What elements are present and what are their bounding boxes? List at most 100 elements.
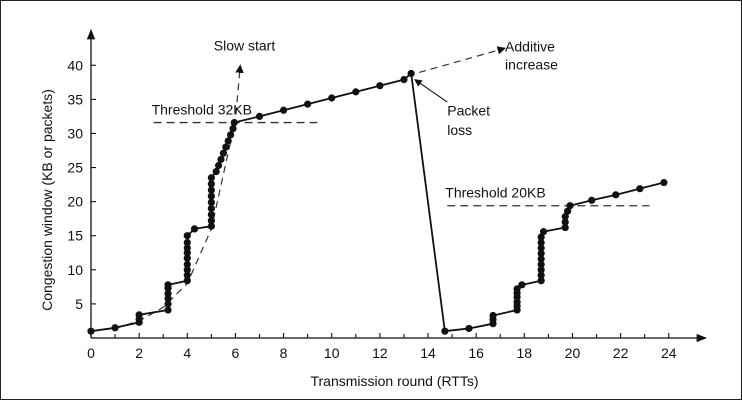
data-point [207,217,215,225]
data-point [255,112,264,121]
threshold-label: Threshold 20KB [445,185,545,201]
data-point [183,266,191,274]
data-point [352,88,360,96]
data-point [539,228,548,236]
data-point [564,207,572,215]
x-ticks: 0 2 4 6 8 10 12 14 16 18 20 22 24 [87,333,677,361]
data-point [537,266,545,274]
data-point [111,324,119,332]
data-point [214,161,223,170]
data-point [636,185,644,193]
x-tick-label: 22 [613,345,629,361]
data-point [230,118,238,127]
increase-annotation: increase [505,56,558,72]
slow-start-annotation: Slow start [214,37,276,53]
data-point [190,225,199,233]
annotations: Slow start Additive increase Packet loss [214,37,558,138]
data-point [207,180,215,188]
data-point [207,174,215,182]
y-tick-label: 15 [67,228,83,244]
data-point [207,204,215,213]
additive-annotation: Additive [505,39,555,55]
data-point [328,94,336,102]
data-point [183,254,191,262]
y-tick-label: 35 [67,91,83,107]
y-tick-label: 30 [67,125,83,141]
data-point [183,232,191,240]
data-point [207,222,215,230]
data-point [164,290,172,298]
axes [86,28,708,343]
data-point [183,260,191,268]
data-point [224,137,232,145]
data-point [441,327,449,335]
data-point [207,186,215,194]
x-axis-label: Transmission round (RTTs) [310,373,478,389]
packet-annotation: Packet [447,103,490,119]
data-point [518,281,526,289]
data-point [537,233,545,241]
data-point [183,271,191,279]
data-points [87,69,668,335]
loss-annotation: loss [447,122,472,138]
data-point [561,218,569,226]
x-tick-label: 24 [661,345,677,361]
data-point [183,244,191,252]
data-point [217,155,225,163]
y-tick-label: 20 [67,194,83,210]
y-tick-label: 25 [67,160,83,176]
data-point [537,255,545,263]
data-point [164,300,172,308]
data-point [207,192,215,200]
data-point [537,244,545,252]
x-tick-label: 6 [232,345,240,361]
data-point [537,249,545,258]
x-tick-label: 14 [420,345,436,361]
data-point [561,223,569,232]
x-tick-label: 16 [468,345,484,361]
x-tick-label: 4 [183,345,191,361]
y-tick-label: 40 [67,57,83,73]
data-point [537,277,545,285]
x-tick-label: 2 [135,345,143,361]
packet-loss-arrow [414,79,448,103]
data-point [87,327,95,335]
data-point [537,271,545,279]
data-point [183,277,191,285]
additive-increase-arrow [419,46,506,74]
y-tick-label: 10 [67,262,83,278]
data-point [612,191,620,199]
data-point [164,281,172,289]
data-point [212,168,220,176]
y-ticks: 5 10 15 20 25 30 35 40 [67,57,96,312]
data-point [229,125,237,133]
x-tick-label: 10 [324,345,340,361]
data-point [566,202,574,210]
data-point [376,82,384,90]
data-point [207,210,215,219]
threshold-label: Threshold 32KB [152,102,252,118]
data-point [279,106,288,114]
data-point [465,324,473,333]
data-point [588,196,596,204]
data-point [489,311,497,320]
data-point [219,149,227,157]
data-point [561,213,569,221]
data-point [304,100,312,108]
y-axis-label: Congestion window (KB or packets) [39,89,55,311]
data-point [222,143,230,151]
x-tick-label: 18 [517,345,533,361]
data-point [660,178,668,187]
data-point [537,238,545,247]
data-point [537,260,545,268]
data-point [227,131,235,139]
x-tick-label: 12 [372,345,388,361]
data-point [183,238,191,247]
data-point [164,306,172,314]
data-point [135,311,143,319]
x-tick-label: 8 [280,345,288,361]
x-tick-label: 20 [565,345,581,361]
data-point [513,285,521,293]
